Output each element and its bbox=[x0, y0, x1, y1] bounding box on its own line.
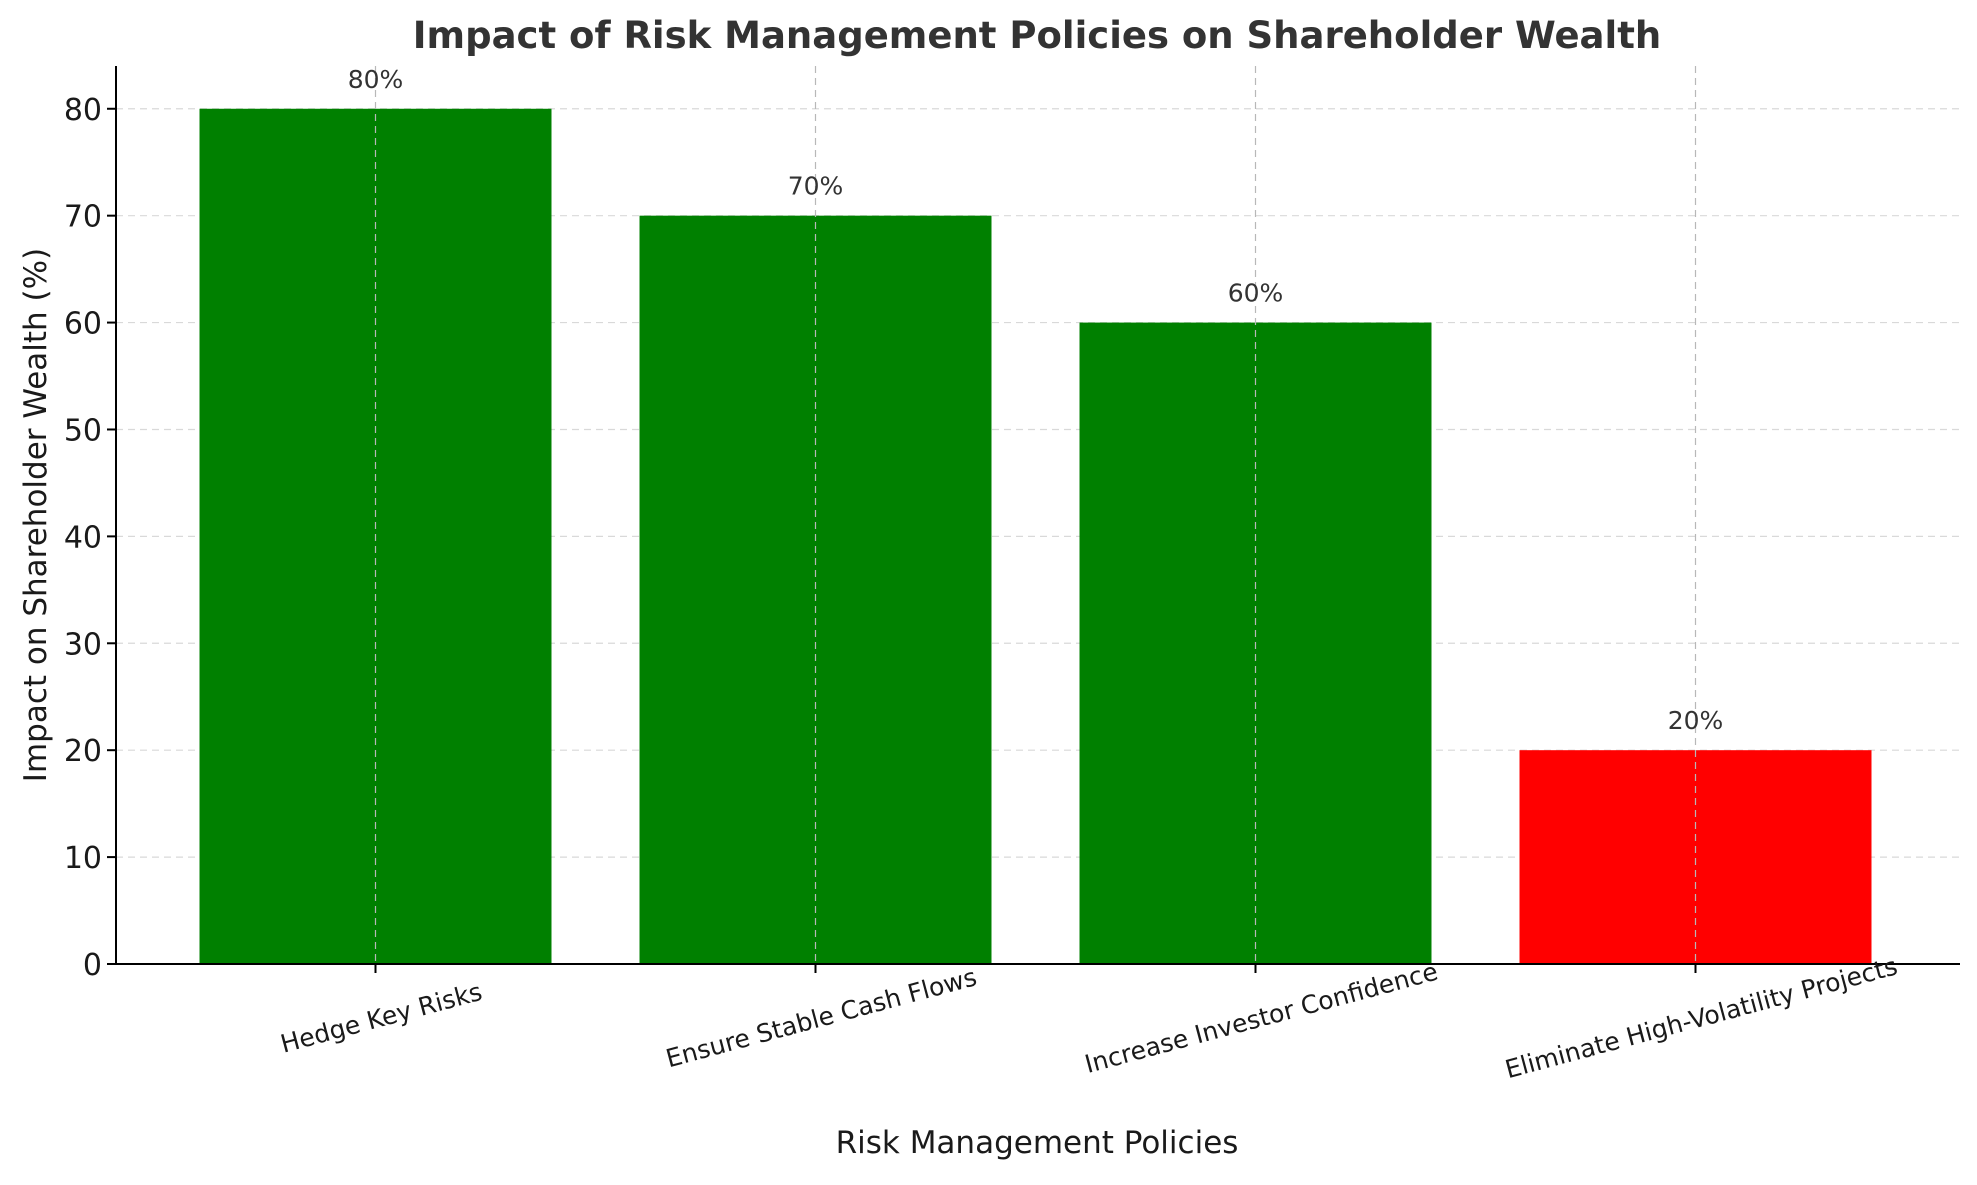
y-tick-label: 40 bbox=[64, 520, 102, 555]
x-ticks: Hedge Key Risks Ensure Stable Cash Flows I… bbox=[277, 951, 1900, 1084]
y-tick-label: 50 bbox=[64, 413, 102, 448]
y-tick-label: 0 bbox=[83, 948, 102, 983]
y-tick-label: 30 bbox=[64, 627, 102, 662]
vertical-grid-lines bbox=[374, 66, 1697, 964]
bar-value-labels: 80% 70% 60% 20% bbox=[348, 65, 1724, 735]
bar-value-label: 20% bbox=[1668, 706, 1724, 735]
chart-title: Impact of Risk Management Policies on Sh… bbox=[413, 14, 1661, 57]
x-tick-label: Increase Investor Confidence bbox=[1082, 957, 1441, 1079]
x-tick-label: Hedge Key Risks bbox=[277, 977, 485, 1059]
y-tick-label: 20 bbox=[64, 734, 102, 769]
bar-value-label: 60% bbox=[1228, 279, 1284, 308]
x-tick-label: Eliminate High-Volatility Projects bbox=[1502, 951, 1900, 1084]
bar bbox=[1519, 750, 1872, 964]
y-ticks: 0 10 20 30 40 50 60 70 80 bbox=[64, 93, 116, 983]
bar-value-label: 80% bbox=[348, 65, 404, 94]
y-tick-label: 70 bbox=[64, 200, 102, 235]
y-tick-label: 60 bbox=[64, 307, 102, 342]
y-tick-label: 10 bbox=[64, 841, 102, 876]
y-tick-label: 80 bbox=[64, 93, 102, 128]
x-axis-label: Risk Management Policies bbox=[836, 1125, 1239, 1161]
bar-value-label: 70% bbox=[788, 172, 844, 201]
y-axis-label: Impact on Shareholder Wealth (%) bbox=[18, 248, 54, 782]
x-tick-label: Ensure Stable Cash Flows bbox=[663, 962, 980, 1073]
